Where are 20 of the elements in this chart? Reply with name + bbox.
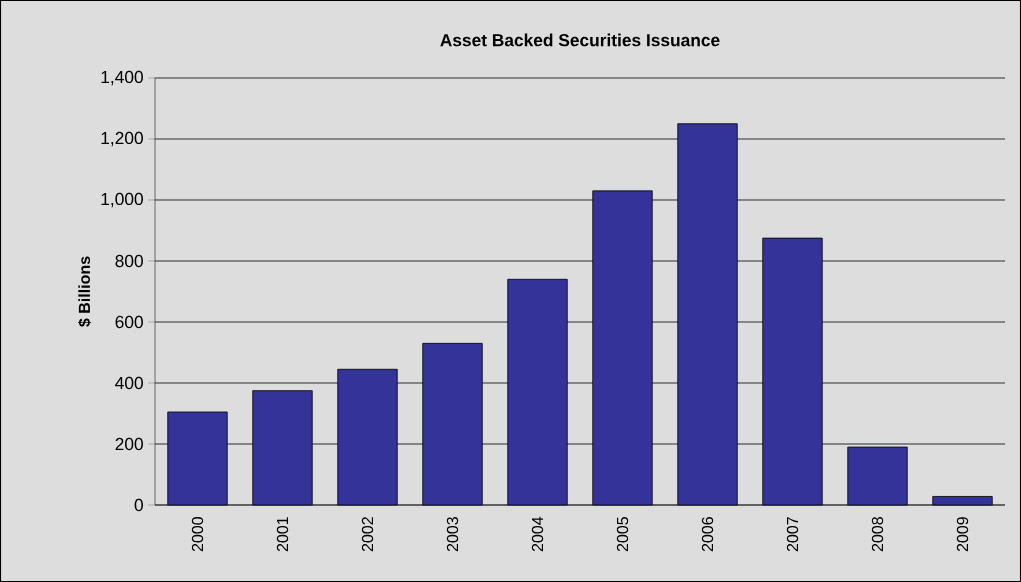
x-tick-label: 2001 [276,517,289,552]
x-tick-label: 2004 [531,516,544,552]
y-tick-label: 400 [115,376,143,390]
y-tick-label: 1,000 [101,192,143,208]
x-tick-label: 2009 [956,517,969,552]
x-tick-label: 2006 [701,517,714,552]
y-tick-label: 200 [115,437,143,451]
x-tick-label: 2005 [616,517,629,552]
y-axis-title: $ Billions [78,256,92,327]
x-tick-label: 2008 [871,517,884,552]
x-tick-label: 2000 [191,517,204,552]
y-tick-label: 0 [134,498,143,512]
y-tick-label: 1,200 [101,131,143,147]
y-tick-label: 800 [115,254,143,268]
x-tick-label: 2003 [446,517,459,552]
y-tick-label: 600 [115,315,143,329]
y-tick-label: 1,400 [101,70,143,86]
chart-title: Asset Backed Securities Issuance [440,33,720,47]
x-tick-label: 2002 [361,517,374,552]
x-tick-label: 2007 [786,517,799,552]
